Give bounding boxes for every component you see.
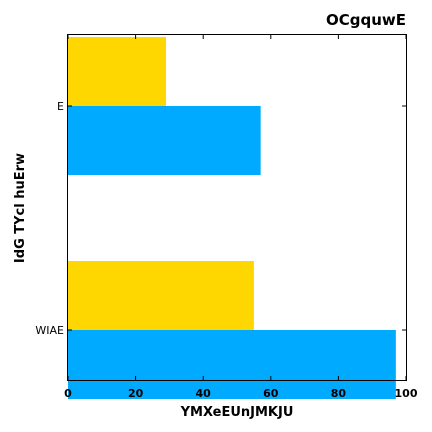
chart-title: OCgquwE (326, 11, 406, 29)
x-tick-label: 80 (331, 387, 347, 400)
x-tick-label: 40 (196, 387, 212, 400)
bar-e-series-2 (68, 37, 167, 106)
bar-e-series-1 (68, 106, 261, 175)
bar-wiae-series-2 (68, 261, 254, 330)
y-tick-label-e: E (57, 100, 64, 113)
x-tick-label: 100 (395, 387, 418, 400)
x-tick-label: 20 (128, 387, 144, 400)
bars-group (68, 37, 396, 399)
x-axis-label: YMXeEUnJMKJU (180, 405, 294, 420)
x-tick-label: 0 (64, 387, 72, 400)
plot-frame (67, 34, 407, 381)
x-tick-label: 60 (263, 387, 279, 400)
y-tick-label-wiae: WIAE (35, 324, 64, 337)
bar-wiae-series-1 (68, 330, 396, 399)
x-axis-ticks: 0 20 40 60 80 100 (64, 35, 418, 400)
y-axis-ticks: WIAE E (35, 100, 406, 337)
y-axis-label: IdG TYcl huErw (13, 153, 28, 263)
